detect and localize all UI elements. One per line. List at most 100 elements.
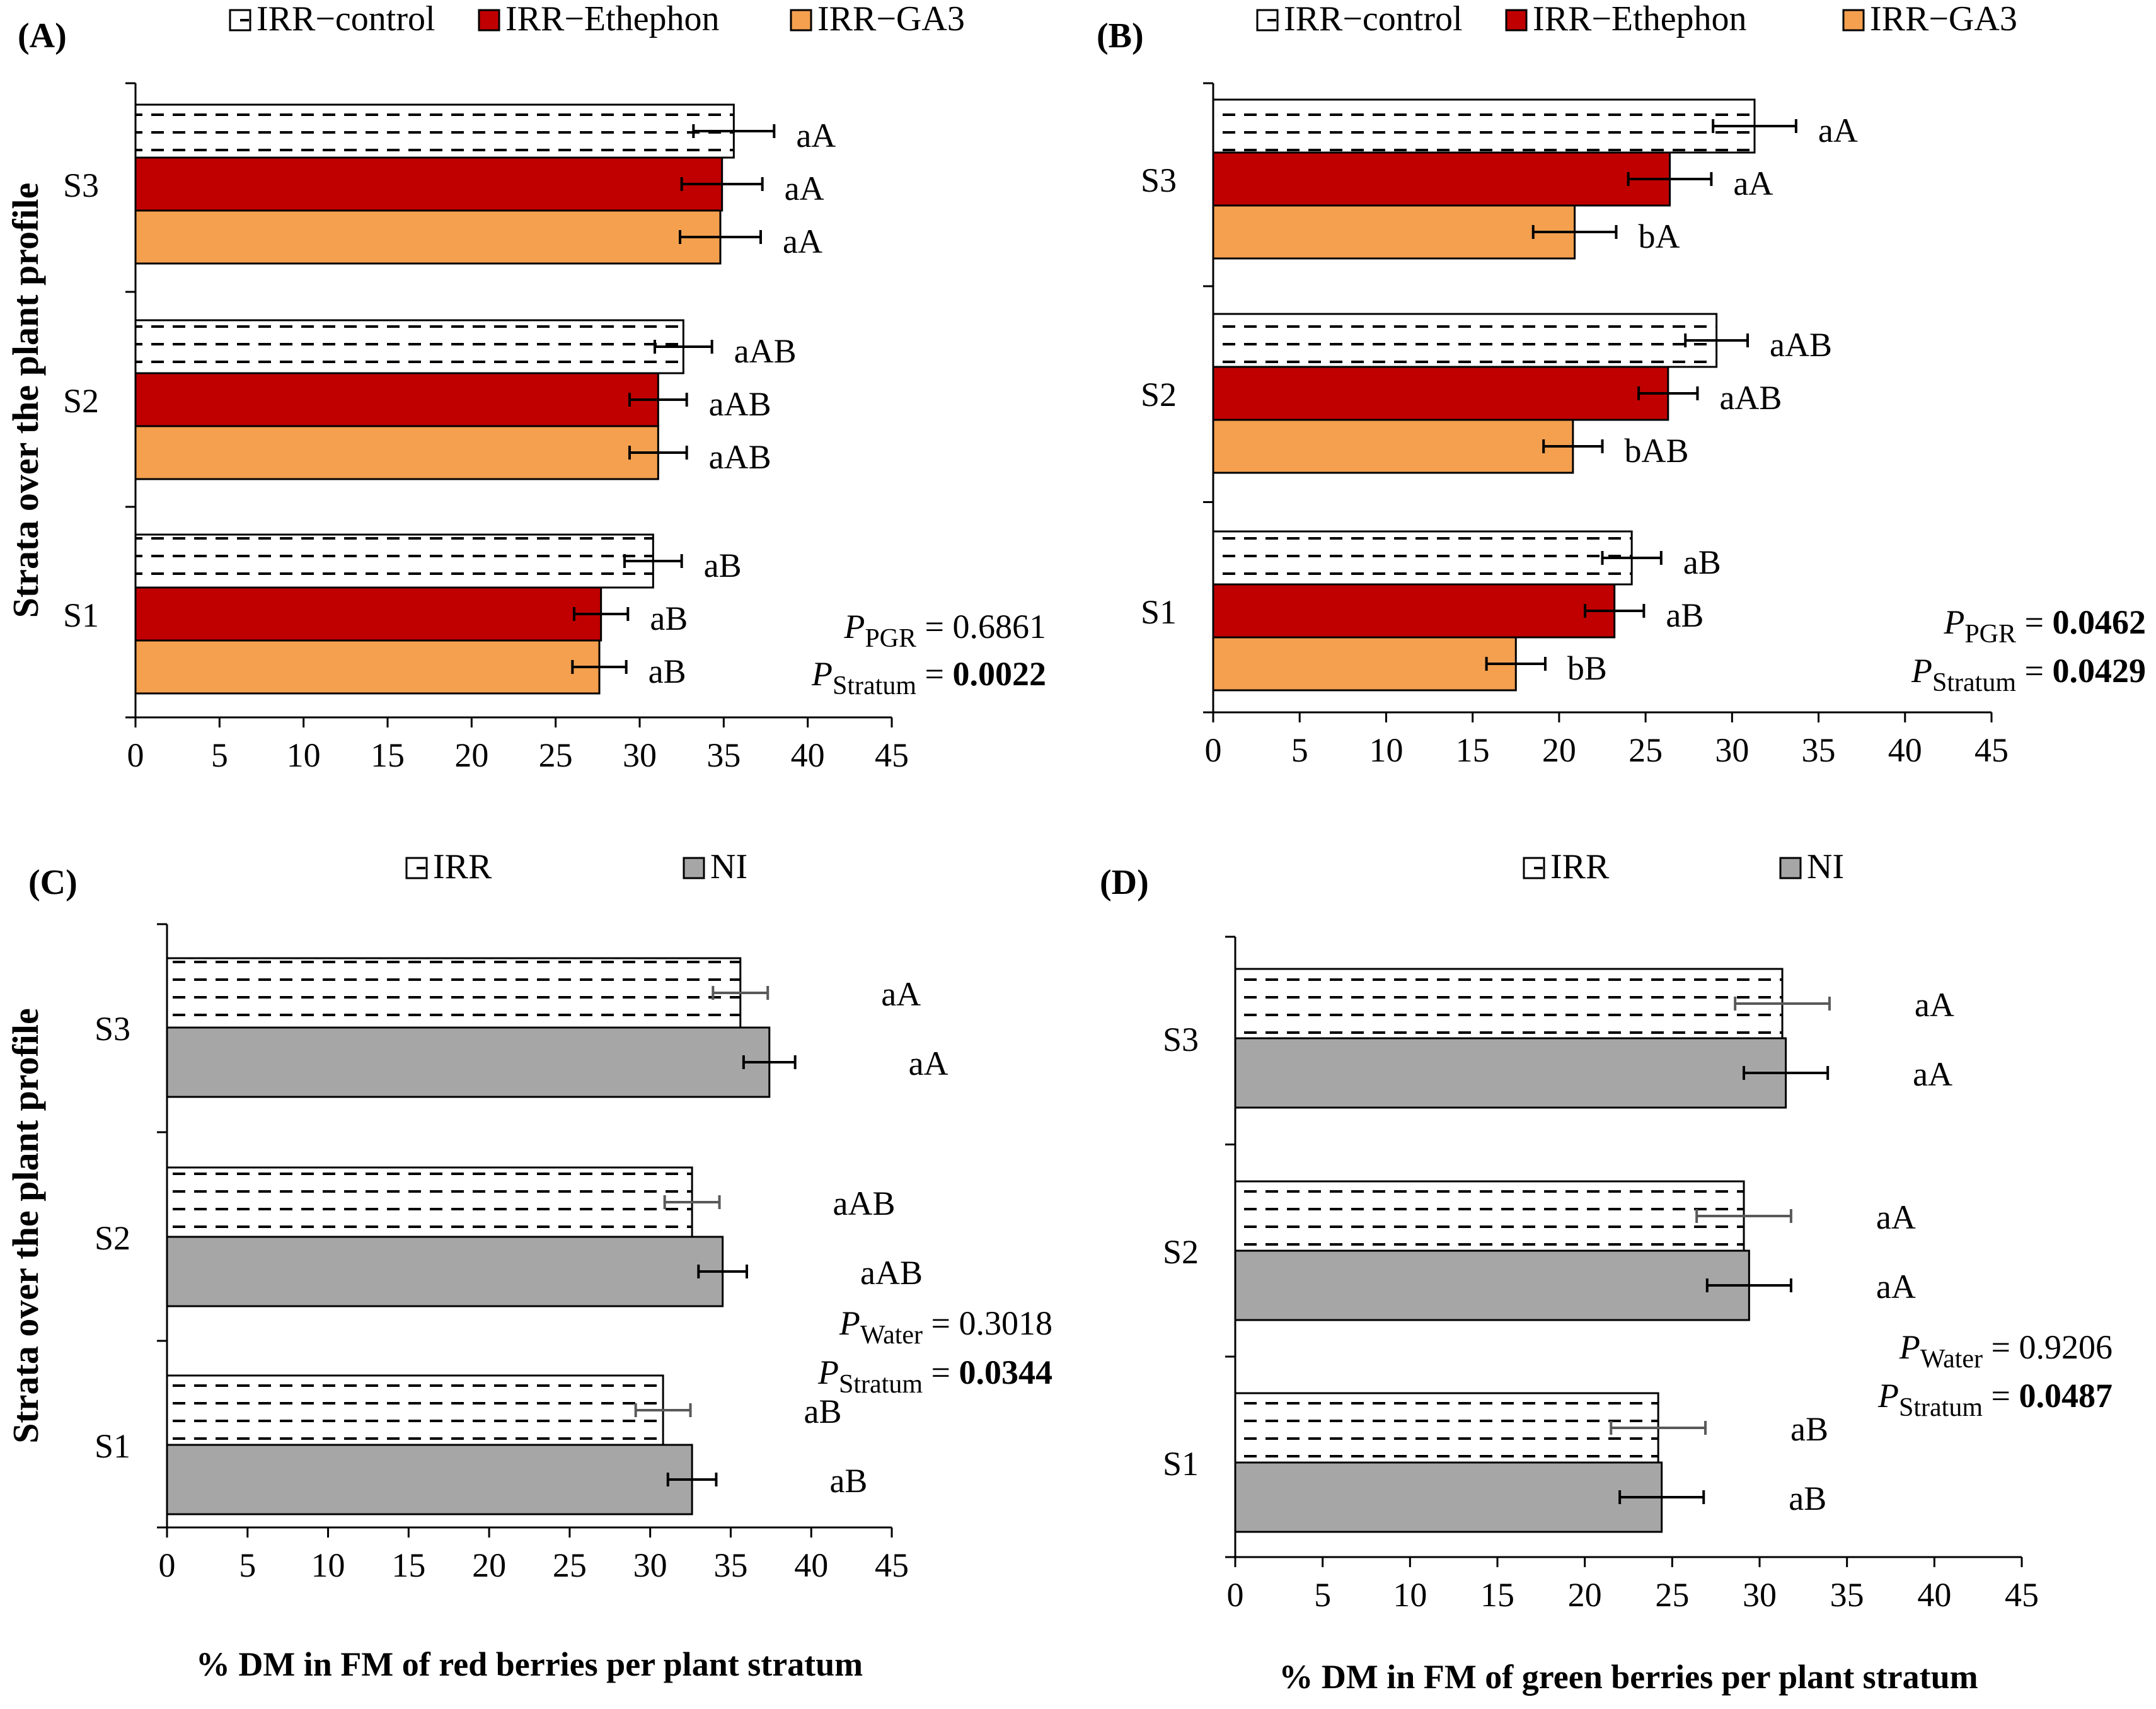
legend-label: NI — [1807, 847, 1844, 886]
bar-ga3 — [1212, 204, 1576, 260]
p-value: 0.9206 — [2019, 1328, 2113, 1366]
legend-swatch — [478, 9, 500, 32]
bar-irr — [1234, 1180, 1745, 1252]
significance-label: aB — [1790, 1410, 1828, 1448]
legend-label: IRR−Ethephon — [1533, 0, 1747, 38]
bar-ni — [1234, 1249, 1750, 1321]
legend-item-ni: NI — [1779, 847, 1844, 886]
bar-irr — [134, 533, 654, 589]
p-subscript: Stratum — [839, 1370, 923, 1399]
bar-ga3 — [134, 639, 601, 695]
significance-label: aB — [1683, 543, 1721, 581]
legend-item-ga3: IRR−GA3 — [1842, 0, 2017, 38]
x-tick-label: 30 — [1715, 731, 1749, 769]
x-axis-title: % DM in FM of red berries per plant stra… — [196, 1645, 863, 1683]
p-equals: = — [916, 608, 952, 646]
p-symbol: P — [1899, 1328, 1920, 1366]
panel-label: (C) — [28, 863, 78, 902]
bar-irr — [1212, 313, 1718, 368]
p-value: 0.3018 — [959, 1304, 1053, 1342]
y-category-label: S1 — [1141, 593, 1177, 631]
bar-ni — [1234, 1037, 1787, 1109]
bar-irr — [1234, 968, 1784, 1040]
x-tick-label: 35 — [706, 736, 741, 774]
significance-label: aAB — [709, 438, 771, 476]
p-value-pgr: PPGR = 0.0462 — [1943, 603, 2146, 649]
y-category-label: S3 — [1163, 1021, 1199, 1058]
y-category-label: S2 — [63, 382, 99, 420]
significance-label: aA — [796, 117, 836, 154]
p-equals: = — [1983, 1377, 2019, 1415]
p-value-water: PWater = 0.3018 — [839, 1304, 1052, 1350]
y-axis-title: Strata over the plant profile — [5, 183, 46, 618]
bar-ga3 — [134, 209, 722, 265]
x-tick-label: 35 — [1830, 1576, 1864, 1614]
p-subscript: Water — [1920, 1345, 1983, 1374]
x-tick-label: 25 — [1629, 731, 1663, 769]
x-tick-label: 0 — [159, 1546, 176, 1584]
y-axis-title: Strata over the plant profile — [5, 1008, 46, 1444]
x-tick-label: 30 — [633, 1546, 667, 1584]
axes: 0 5 10 15 20 25 30 35 40 45 — [125, 82, 909, 774]
bar-ethephon — [1212, 366, 1669, 421]
bar-irr — [1212, 530, 1633, 586]
p-symbol: P — [1943, 603, 1964, 641]
significance-label: aA — [1913, 1055, 1952, 1093]
bar-ethephon — [1212, 151, 1671, 207]
group-s2: S2 aA aA — [1163, 1180, 1916, 1321]
legend-item-ethephon: IRR−Ethephon — [478, 0, 720, 38]
x-tick-label: 40 — [791, 736, 825, 774]
group-s2: S2 aAB aAB aAB — [63, 319, 797, 480]
significance-label: aB — [1789, 1480, 1826, 1517]
legend-swatch — [1842, 9, 1865, 32]
legend-item-irr: IRR — [1523, 847, 1610, 886]
x-tick-label: 35 — [713, 1546, 747, 1584]
significance-label: aA — [881, 975, 921, 1013]
p-value: 0.0462 — [2053, 603, 2147, 641]
x-tick-label: 45 — [1974, 731, 2009, 769]
bar-irr — [134, 319, 684, 374]
legend-label: IRR−GA3 — [1870, 0, 2017, 38]
x-tick-label: 10 — [1369, 731, 1403, 769]
p-value-pgr: PPGR = 0.6861 — [843, 608, 1046, 653]
x-tick-label: 15 — [371, 736, 405, 774]
legend-label: IRR−control — [257, 0, 435, 38]
p-value: 0.0487 — [2019, 1377, 2113, 1415]
bar-irr — [166, 1166, 693, 1238]
significance-label: aA — [1818, 112, 1858, 149]
p-value-stratum: PStratum = 0.0344 — [817, 1353, 1052, 1399]
p-equals: = — [2016, 603, 2052, 641]
x-tick-label: 25 — [539, 736, 573, 774]
bar-irr — [1212, 98, 1756, 154]
y-category-label: S2 — [95, 1219, 130, 1257]
significance-label: aA — [909, 1045, 948, 1082]
bar-ga3 — [1212, 636, 1517, 692]
legend-item-irr: IRR — [405, 847, 492, 886]
legend-label: IRR−GA3 — [817, 0, 965, 38]
group-s1: S1 aB aB bB — [1141, 530, 1721, 692]
p-value-stratum: PStratum = 0.0487 — [1877, 1377, 2113, 1422]
group-s1: S1 aB aB aB — [63, 533, 742, 695]
panel-label: (D) — [1100, 863, 1149, 902]
legend-label: IRR−control — [1284, 0, 1463, 38]
y-category-label: S3 — [95, 1010, 130, 1048]
p-subscript: PGR — [1964, 620, 2016, 649]
x-tick-label: 30 — [623, 736, 657, 774]
x-tick-label: 5 — [1314, 1576, 1331, 1614]
p-equals: = — [923, 1353, 959, 1391]
group-s2: S2 aAB aAB — [95, 1166, 923, 1307]
p-symbol: P — [1877, 1377, 1899, 1415]
y-category-label: S1 — [63, 596, 99, 634]
x-tick-label: 10 — [311, 1546, 345, 1584]
group-s3: S3 aA aA — [1163, 968, 1954, 1109]
panel-label: (B) — [1097, 16, 1144, 55]
x-tick-label: 45 — [875, 736, 909, 774]
legend: IRR−control IRR−Ethephon IRR−GA3 — [1256, 0, 2017, 38]
legend-item-ethephon: IRR−Ethephon — [1505, 0, 1747, 38]
x-tick-label: 30 — [1743, 1576, 1777, 1614]
p-equals: = — [916, 655, 952, 693]
y-category-label: S3 — [1141, 161, 1177, 199]
p-symbol: P — [843, 608, 865, 646]
bar-irr — [1234, 1392, 1659, 1464]
